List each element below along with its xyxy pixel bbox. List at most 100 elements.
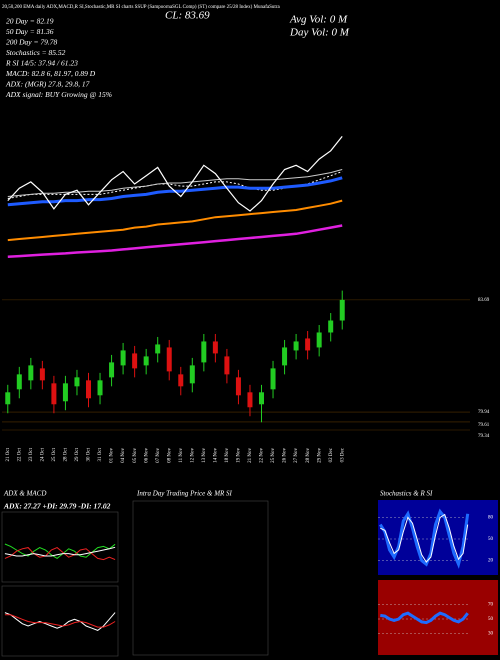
line: [4, 546, 116, 557]
date-label: 18 Nov: [225, 448, 230, 463]
line: [380, 611, 469, 625]
candle-body: [166, 347, 172, 372]
panel-subtitle: ADX: 27.27 +DI: 29.79 -DI: 17.02: [3, 502, 111, 511]
line: [7, 199, 343, 242]
candle-body: [224, 356, 230, 375]
day-volume: Day Vol: 0 M: [289, 27, 350, 39]
intraday-box: [132, 500, 269, 656]
date-label: 04 Nov: [121, 448, 126, 463]
candle-body: [339, 299, 345, 321]
date-label: 21 Oct: [6, 447, 11, 461]
candle-body: [316, 332, 322, 348]
date-label: 14 Nov: [214, 448, 219, 463]
date-label: 30 Oct: [87, 447, 92, 461]
stat-line: ADX: (MGR) 27.8, 29.8, 17: [5, 80, 90, 89]
candle-body: [5, 392, 11, 405]
date-label: 12 Nov: [190, 448, 195, 463]
avg-volume: Avg Vol: 0 M: [289, 14, 348, 26]
level-label: 30: [488, 632, 494, 637]
candle-body: [132, 353, 138, 369]
candle-body: [109, 362, 115, 378]
date-label: 03 Dec: [340, 447, 345, 462]
panel-title: Stochastics & R SI: [380, 490, 433, 498]
line: [380, 513, 469, 563]
date-label: 25 Nov: [271, 448, 276, 463]
panel-background: [378, 580, 498, 655]
line: [4, 543, 116, 560]
close-price: CL: 83.69: [165, 10, 210, 22]
level-label: 50: [488, 537, 494, 542]
level-label: 20: [488, 559, 494, 564]
stat-line: 200 Day = 79.78: [6, 38, 58, 47]
date-label: 25 Oct: [52, 447, 57, 461]
line: [7, 224, 343, 258]
candle-body: [328, 320, 334, 333]
date-label: 01 Nov: [110, 448, 115, 463]
panel-title: ADX & MACD: [3, 490, 46, 498]
candle-body: [178, 374, 184, 387]
level-label: 70: [488, 603, 494, 608]
date-label: 24 Oct: [41, 447, 46, 461]
level-label: 80: [488, 516, 494, 521]
candle-body: [155, 344, 161, 354]
candle-body: [293, 341, 299, 351]
line: [7, 136, 343, 212]
price-label: 79.94: [478, 410, 490, 415]
date-label: 28 Nov: [306, 448, 311, 463]
candle-body: [39, 368, 45, 381]
panel-frame: [1, 511, 119, 583]
date-label: 26 Nov: [283, 448, 288, 463]
date-label: 02 Dec: [329, 447, 334, 462]
date-label: 22 Oct: [17, 447, 22, 461]
stat-line: 50 Day = 81.36: [6, 27, 54, 36]
stat-line: ADX signal: BUY Growing @ 15%: [5, 90, 112, 99]
candle-body: [97, 380, 103, 396]
candle-body: [16, 374, 22, 390]
price-label: 83.69: [478, 298, 490, 303]
candle-body: [282, 347, 288, 366]
candle-body: [143, 356, 149, 366]
date-label: 29 Nov: [317, 448, 322, 463]
candle-body: [212, 341, 218, 354]
date-label: 06 Nov: [144, 448, 149, 463]
line: [4, 614, 116, 628]
candle-body: [305, 338, 311, 351]
candle-body: [235, 377, 241, 396]
header-title: 20,50,200 EMA daily ADX,MACD,R SI,Stocha…: [2, 5, 280, 10]
panel-title: Intra Day Trading Price & MR SI: [136, 490, 233, 498]
date-label: 11 Nov: [179, 448, 184, 463]
candle-body: [74, 377, 80, 387]
panel-background: [378, 500, 498, 575]
stat-line: 20 Day = 82.19: [6, 17, 54, 26]
level-label: 50: [488, 617, 494, 622]
date-label: 07 Nov: [156, 448, 161, 463]
date-label: 22 Nov: [260, 448, 265, 463]
price-label: 79.34: [478, 434, 490, 439]
price-label: 79.61: [478, 423, 490, 428]
candle-body: [28, 365, 34, 381]
date-label: 21 Nov: [248, 448, 253, 463]
candle-body: [120, 350, 126, 366]
line: [4, 612, 116, 631]
line: [7, 169, 343, 197]
date-label: 08 Nov: [167, 448, 172, 463]
date-label: 13 Nov: [202, 448, 207, 463]
candle-body: [270, 368, 276, 390]
candle-body: [189, 365, 195, 384]
date-label: 29 Oct: [75, 447, 80, 461]
candle-body: [259, 392, 264, 405]
candle-body: [62, 383, 68, 402]
line: [4, 547, 116, 561]
date-label: 05 Nov: [133, 448, 138, 463]
date-label: 19 Nov: [237, 448, 242, 463]
date-label: 27 Nov: [294, 448, 299, 463]
stat-line: MACD: 82.8 6, 81.97, 0.89 D: [5, 69, 96, 78]
candle-body: [51, 383, 57, 405]
panel-frame: [1, 585, 119, 657]
candle-body: [247, 392, 253, 408]
date-label: 23 Oct: [29, 447, 34, 461]
date-label: 28 Oct: [64, 447, 69, 461]
date-label: 31 Oct: [98, 447, 103, 461]
candle-body: [201, 341, 207, 363]
